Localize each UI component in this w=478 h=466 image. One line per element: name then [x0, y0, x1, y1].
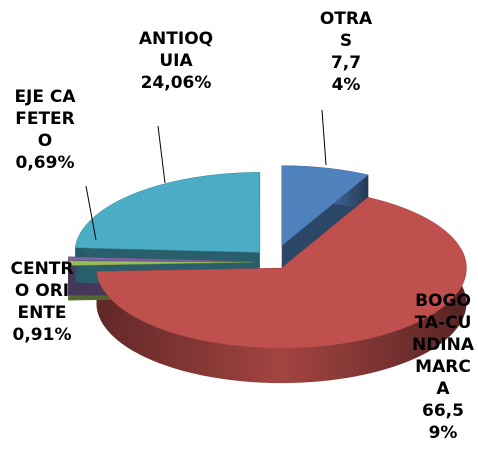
value-label: 0,69% — [15, 153, 75, 173]
value-label: 24,06% — [140, 73, 212, 93]
slice-label: BOGOTA-CUNDINAMARCA 66,59% — [410, 290, 476, 444]
value-label: 66,59% — [422, 401, 464, 443]
slice-top — [67, 256, 254, 262]
category-name: CENTRO ORIENTE — [10, 259, 74, 323]
slice-top — [96, 197, 467, 349]
slice-label: EJE CAFETERO 0,69% — [10, 86, 80, 174]
slice-top — [67, 260, 254, 266]
category-name: OTRAS — [319, 9, 373, 51]
leader-line — [157, 125, 166, 184]
slice-top — [74, 172, 261, 253]
leader-line — [85, 185, 97, 241]
value-label: 7,74% — [330, 53, 362, 95]
slice-label: ANTIOQUIA 24,06% — [136, 28, 216, 94]
slice-label: OTRAS 7,74% — [318, 8, 374, 96]
pie-tops — [67, 165, 467, 349]
leader-line — [321, 109, 327, 166]
category-name: EJE CAFETERO — [14, 87, 76, 151]
slice-top — [281, 165, 369, 247]
category-name: ANTIOQUIA — [138, 29, 214, 71]
slice-label: CENTRO ORIENTE 0,91% — [10, 258, 74, 346]
value-label: 0,91% — [12, 325, 72, 345]
category-name: BOGOTA-CUNDINAMARCA — [411, 291, 475, 399]
